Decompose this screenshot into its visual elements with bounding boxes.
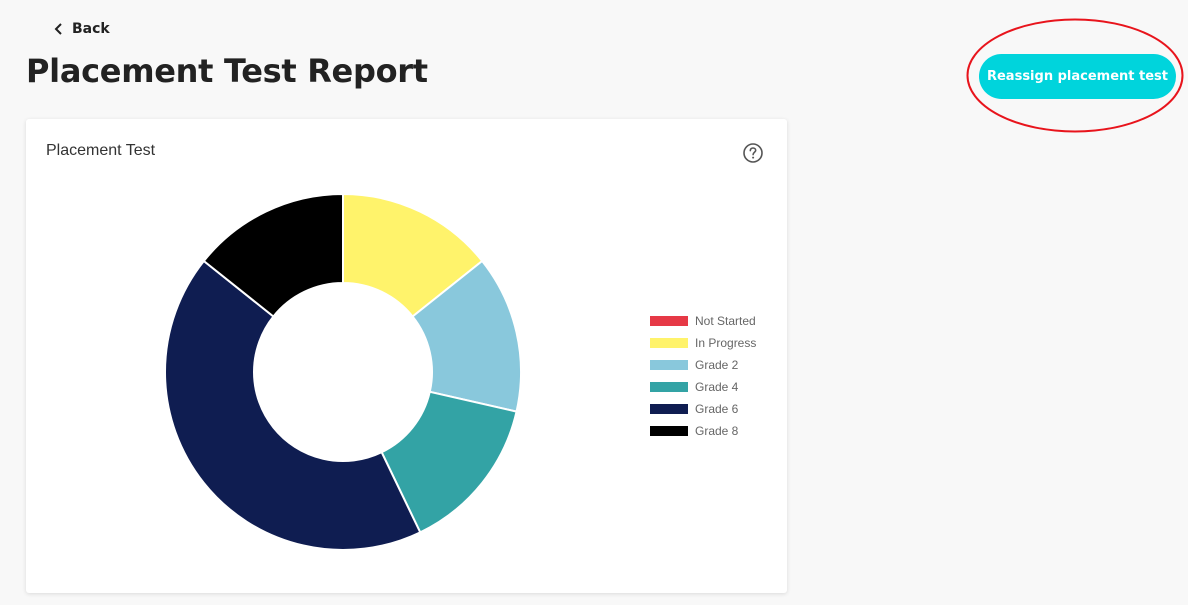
card-title: Placement Test xyxy=(46,142,156,159)
legend-label: Grade 4 xyxy=(695,380,739,394)
donut-slice-grade-8[interactable] xyxy=(202,192,344,318)
legend-label: Grade 6 xyxy=(695,402,739,416)
legend-label: In Progress xyxy=(695,336,757,350)
question-circle-icon[interactable] xyxy=(742,142,764,164)
legend-swatch xyxy=(650,338,688,348)
legend-item[interactable]: In Progress xyxy=(650,332,756,354)
legend-item[interactable]: Grade 2 xyxy=(650,354,756,376)
chevron-left-icon xyxy=(54,23,62,35)
legend-swatch xyxy=(650,382,688,392)
legend-label: Not Started xyxy=(695,314,756,328)
legend-item[interactable]: Not Started xyxy=(650,310,756,332)
placement-test-card: Placement Test Not Started In Progress Gra… xyxy=(26,119,787,593)
legend-item[interactable]: Grade 6 xyxy=(650,398,756,420)
legend-swatch xyxy=(650,404,688,414)
donut-chart xyxy=(164,192,522,551)
back-label: Back xyxy=(72,21,110,37)
legend-label: Grade 2 xyxy=(695,358,739,372)
back-link[interactable]: Back xyxy=(54,18,110,40)
chart-legend: Not Started In Progress Grade 2 Grade 4 Grad… xyxy=(650,310,756,442)
legend-item[interactable]: Grade 4 xyxy=(650,376,756,398)
legend-swatch xyxy=(650,360,688,370)
page-title: Placement Test Report xyxy=(26,52,428,90)
donut-slice-grade-6[interactable] xyxy=(164,259,422,551)
legend-item[interactable]: Grade 8 xyxy=(650,420,756,442)
reassign-placement-test-button[interactable]: Reassign placement test xyxy=(979,54,1176,99)
legend-swatch xyxy=(650,316,688,326)
legend-label: Grade 8 xyxy=(695,424,739,438)
legend-swatch xyxy=(650,426,688,436)
